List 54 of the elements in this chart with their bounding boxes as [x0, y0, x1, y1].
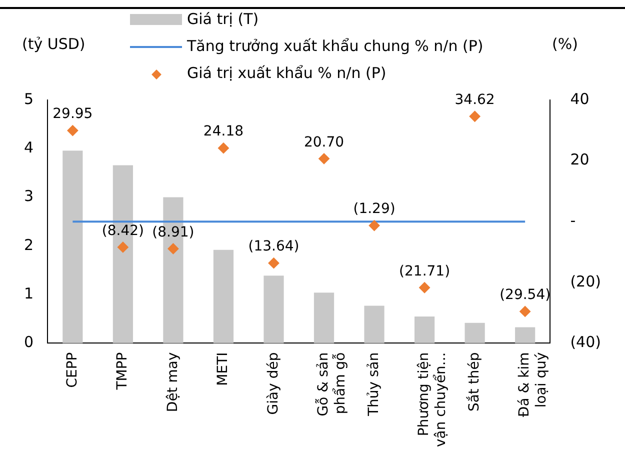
- point: [469, 110, 480, 122]
- x-tick-label: Thủy sản: [366, 352, 382, 418]
- x-tick-label: Gỗ & sản phẩm gỗ: [314, 352, 348, 416]
- data-label: (13.64): [248, 238, 300, 255]
- x-tick-label: Sắt thép: [465, 352, 482, 412]
- bar: [213, 250, 234, 344]
- y-tick-label: 3: [24, 187, 34, 206]
- y-tick-label: 1: [24, 284, 34, 302]
- y2-tick-label: 40: [570, 90, 590, 108]
- bar: [62, 150, 83, 344]
- point: [268, 258, 280, 269]
- y-tick-label: 4: [24, 138, 34, 157]
- point: [520, 306, 531, 317]
- y2-tick-label: -: [570, 212, 576, 230]
- x-tick-label: METI: [215, 352, 232, 386]
- y-tick-label: 2: [24, 236, 34, 254]
- x-tick-label: Đá & kim loại quý: [516, 352, 550, 418]
- y2-axis-title: (%): [552, 35, 578, 53]
- point: [368, 220, 380, 232]
- data-label: 20.70: [304, 134, 344, 150]
- x-tick-label: Phương tiện vận chuyển...: [416, 352, 449, 448]
- bar: [314, 292, 334, 344]
- x-tick-label: TMPP: [114, 352, 131, 391]
- bar: [464, 322, 485, 344]
- point: [419, 282, 430, 294]
- bar: [515, 327, 536, 344]
- bar: [264, 276, 284, 344]
- data-label: (21.71): [399, 263, 450, 280]
- legend-label: Giá trị xuất khẩu % n/n (P): [187, 63, 386, 84]
- legend-label: Tăng trưởng xuất khẩu chung % n/n (P): [187, 36, 484, 57]
- point: [218, 142, 229, 154]
- bar: [414, 316, 435, 344]
- point: [67, 125, 78, 136]
- data-label: 24.18: [203, 124, 244, 140]
- point: [318, 153, 330, 164]
- data-label: (8.91): [152, 224, 194, 240]
- y-tick-label: 0: [24, 333, 34, 352]
- y-tick-label: 5: [24, 90, 34, 108]
- y2-tick-label: (40): [570, 333, 602, 352]
- y2-tick-label: 20: [570, 150, 590, 169]
- legend-label: Giá trị (T): [187, 9, 259, 30]
- data-label: 29.95: [52, 106, 93, 122]
- y2-tick-label: (20): [570, 272, 602, 290]
- x-tick-label: Dệt may: [164, 352, 181, 412]
- data-label: 34.62: [454, 92, 495, 108]
- point: [168, 243, 179, 254]
- x-tick-label: CEPP: [64, 352, 80, 388]
- data-label: (1.29): [353, 201, 396, 218]
- x-tick-label: Giày dép: [265, 352, 282, 415]
- data-label: (29.54): [500, 287, 551, 304]
- point: [117, 242, 128, 253]
- data-label: (8.42): [102, 222, 144, 239]
- bar: [364, 306, 384, 344]
- y-axis-title: (tỷ USD): [22, 35, 86, 53]
